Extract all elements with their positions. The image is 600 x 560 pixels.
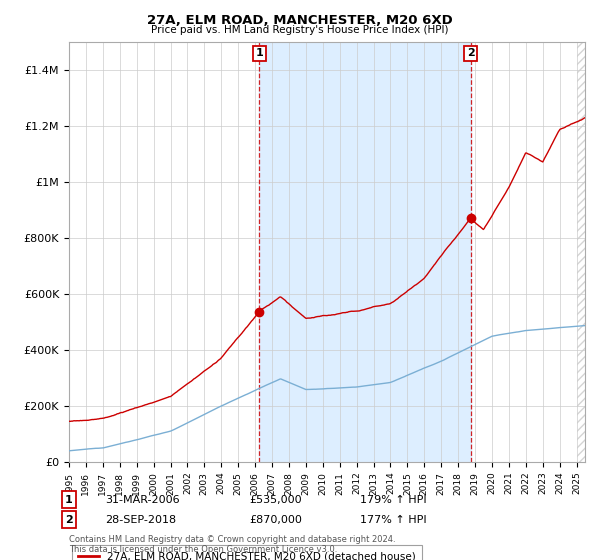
Bar (259, 42, 471, 462)
Text: 27A, ELM ROAD, MANCHESTER, M20 6XD: 27A, ELM ROAD, MANCHESTER, M20 6XD (147, 14, 453, 27)
Text: 177% ↑ HPI: 177% ↑ HPI (360, 515, 427, 525)
Text: 2: 2 (65, 515, 73, 525)
Text: 1: 1 (65, 494, 73, 505)
Text: £870,000: £870,000 (249, 515, 302, 525)
Text: 31-MAR-2006: 31-MAR-2006 (105, 494, 179, 505)
Text: 2: 2 (467, 48, 475, 58)
Bar (577, 42, 585, 462)
Text: £535,000: £535,000 (249, 494, 302, 505)
Legend: 27A, ELM ROAD, MANCHESTER, M20 6XD (detached house), HPI: Average price, detache: 27A, ELM ROAD, MANCHESTER, M20 6XD (deta… (71, 545, 422, 560)
Text: Contains HM Land Registry data © Crown copyright and database right 2024.
This d: Contains HM Land Registry data © Crown c… (69, 535, 395, 554)
Text: 28-SEP-2018: 28-SEP-2018 (105, 515, 176, 525)
Text: 1: 1 (256, 48, 263, 58)
Text: 179% ↑ HPI: 179% ↑ HPI (360, 494, 427, 505)
Text: Price paid vs. HM Land Registry's House Price Index (HPI): Price paid vs. HM Land Registry's House … (151, 25, 449, 35)
